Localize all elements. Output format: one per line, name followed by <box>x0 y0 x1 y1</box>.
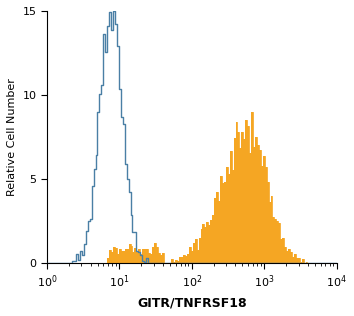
Y-axis label: Relative Cell Number: Relative Cell Number <box>7 78 17 196</box>
X-axis label: GITR/TNFRSF18: GITR/TNFRSF18 <box>137 296 247 309</box>
